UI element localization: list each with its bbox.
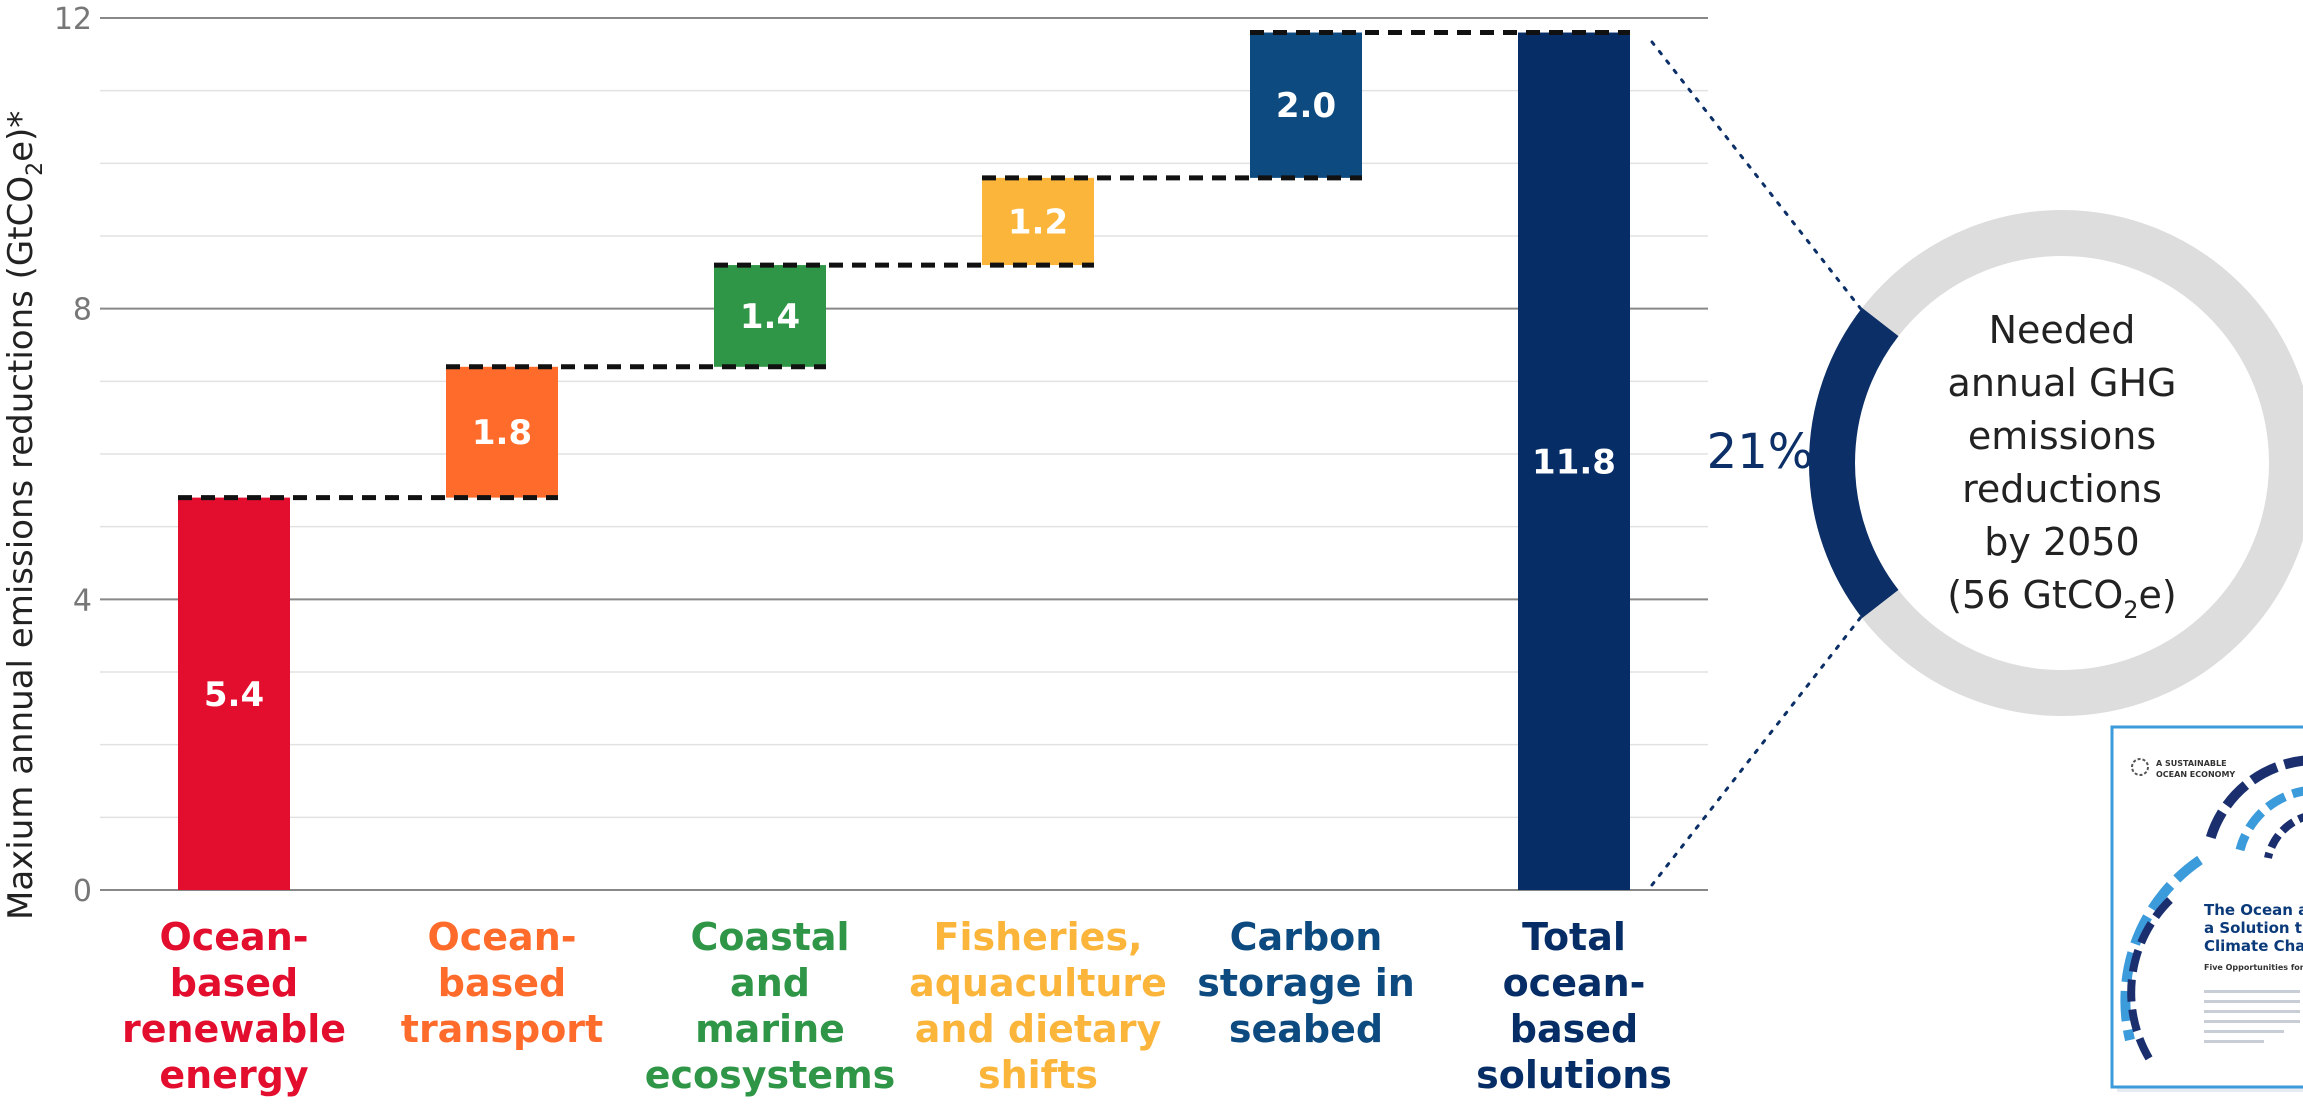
report-title-line-2: a Solution t <box>2204 919 2302 937</box>
report-body-line <box>2204 1040 2264 1043</box>
category-label-line: Fisheries, <box>933 915 1142 959</box>
bar-3 <box>714 265 826 367</box>
ghg-ring-callout: 21% Needed annual GHG emissions reductions b… <box>1650 40 2303 887</box>
callout-dotted-line-top <box>1650 40 1870 320</box>
y-axis-label-end: e)* <box>1 111 41 162</box>
category-label-line: seabed <box>1229 1007 1383 1051</box>
y-tick-label: 4 <box>73 583 92 618</box>
report-arc-decoration-1 <box>2205 755 2303 842</box>
category-label-line: storage in <box>1197 961 1415 1005</box>
bar-2 <box>446 366 558 498</box>
report-body-line <box>2204 1000 2300 1003</box>
report-arc-decoration-5 <box>2127 897 2173 1063</box>
bar-value-label: 1.4 <box>740 297 800 337</box>
category-label-line: transport <box>401 1007 603 1051</box>
category-label-line: Ocean- <box>427 915 576 959</box>
category-label-line: energy <box>159 1053 309 1097</box>
report-arc-decoration-3 <box>2264 813 2303 859</box>
ring-background <box>1809 210 2303 716</box>
category-label-line: aquaculture <box>909 961 1167 1005</box>
bar-value-label: 1.8 <box>472 413 532 453</box>
report-subtitle: Five Opportunities for Actio <box>2204 963 2303 972</box>
report-body-line <box>2204 1030 2284 1033</box>
y-tick-label: 8 <box>73 293 92 328</box>
callout-dotted-line-bottom <box>1650 606 1870 887</box>
category-label: Total ocean-based solutions <box>1476 915 1672 1097</box>
ring-text-last-line: (56 GtCO <box>1947 573 2123 617</box>
y-tick-label: 12 <box>54 2 92 37</box>
category-label-line: based <box>438 961 566 1005</box>
category-label-line: Total <box>1522 915 1626 959</box>
category-label-line: based <box>1510 1007 1638 1051</box>
category-label-line: ocean- <box>1503 961 1646 1005</box>
report-cover-thumbnail: A SUSTAINABLE OCEAN ECONOMY The Ocean a … <box>2110 725 2303 1092</box>
bar-value-labels: 5.4 1.8 1.4 1.2 2.0 11.8 <box>204 86 1616 715</box>
y-axis-ticks: 0 4 8 12 <box>54 2 92 909</box>
bar-value-label: 1.2 <box>1008 202 1068 242</box>
ring-text-end: e) <box>2139 573 2177 617</box>
category-label: Ocean-based renewable energy <box>122 915 346 1097</box>
report-title-line-1: The Ocean a <box>2204 901 2303 919</box>
gridlines <box>100 17 1708 891</box>
y-tick-label: 0 <box>73 874 92 909</box>
bars <box>178 32 1630 891</box>
bar-6 <box>1518 32 1630 891</box>
category-label-line: and dietary <box>915 1007 1162 1051</box>
report-header-line-1: A SUSTAINABLE <box>2156 759 2227 768</box>
ring-center-text: Needed annual GHG emissions reductions by 20… <box>1947 308 2177 624</box>
bar-value-label: 5.4 <box>204 675 264 715</box>
category-label-line: solutions <box>1476 1053 1672 1097</box>
bar-value-label: 11.8 <box>1532 442 1616 482</box>
category-label-line: Carbon <box>1230 915 1383 959</box>
bar-value-label: 2.0 <box>1276 86 1336 126</box>
category-label: Carbon storage in seabed <box>1197 915 1415 1051</box>
y-axis-label: Maxium annual emissions reductions (GtCO… <box>1 111 48 920</box>
report-title-line-3: Climate Cha <box>2204 937 2303 955</box>
report-arc-decoration-4 <box>2120 855 2203 1042</box>
ring-percent-segment <box>1809 307 1899 619</box>
category-label: Ocean-based transport <box>401 915 603 1051</box>
report-logo-icon <box>2131 758 2149 776</box>
bar-5 <box>1250 32 1362 178</box>
category-label-line: based <box>170 961 298 1005</box>
category-label-line: Ocean- <box>159 915 308 959</box>
report-header-line-2: OCEAN ECONOMY <box>2156 770 2235 779</box>
ring-percent-label: 21% <box>1707 424 1814 480</box>
bar-4 <box>982 177 1094 266</box>
category-label: Coastal and marine ecosystems <box>645 915 896 1097</box>
ring-text-line: by 2050 <box>1984 520 2139 564</box>
category-label-line: shifts <box>978 1053 1098 1097</box>
category-label-line: and <box>730 961 810 1005</box>
ring-text-line: annual GHG <box>1948 361 2177 405</box>
report-cover <box>2110 725 2303 1089</box>
report-body-line <box>2204 1010 2300 1013</box>
ring-text-line: Needed <box>1989 308 2136 352</box>
category-label-line: renewable <box>122 1007 346 1051</box>
y-axis-label-main: Maxium annual emissions reductions (GtCO <box>1 176 41 920</box>
report-arc-decoration-2 <box>2235 786 2303 852</box>
ring-text-line: emissions <box>1968 414 2156 458</box>
y-axis-label-subscript: 2 <box>23 162 48 176</box>
ring-text-line: reductions <box>1962 467 2162 511</box>
category-label-line: marine <box>695 1007 845 1051</box>
ring-text-subscript: 2 <box>2123 596 2138 624</box>
category-label: Fisheries, aquaculture and dietary shifts <box>909 915 1167 1097</box>
category-label-line: Coastal <box>690 915 849 959</box>
report-body-line <box>2204 1020 2300 1023</box>
bar-1 <box>178 497 290 890</box>
connector-lines <box>178 30 1630 501</box>
report-body-line <box>2204 990 2300 993</box>
category-label-line: ecosystems <box>645 1053 896 1097</box>
